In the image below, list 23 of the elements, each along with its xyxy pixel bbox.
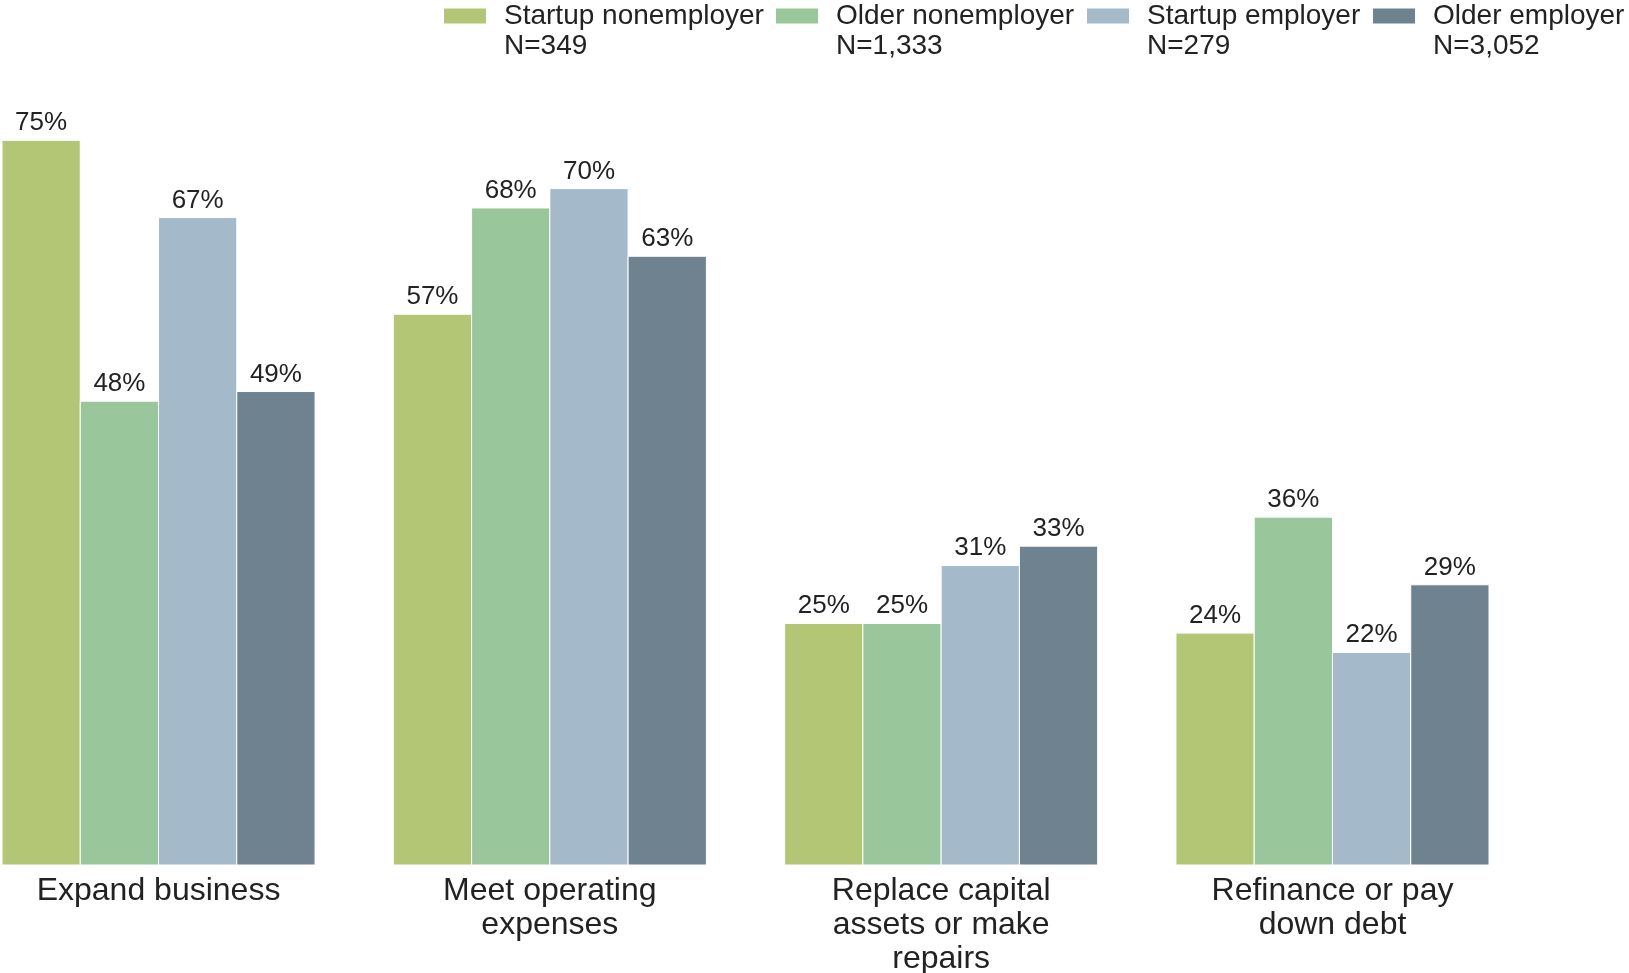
legend-label: Startup nonemployer N=349 <box>504 0 764 60</box>
x-tick-label: Meet operating expenses <box>443 870 657 941</box>
data-label: 25% <box>797 589 850 620</box>
data-label: 67% <box>171 183 224 214</box>
data-label: 31% <box>954 531 1007 562</box>
data-label: 48% <box>93 367 146 398</box>
data-label: 33% <box>1032 512 1085 543</box>
legend-label: Older employer N=3,052 <box>1433 0 1625 60</box>
data-label: 36% <box>1267 483 1320 514</box>
x-tick-label: Refinance or pay down debt <box>1211 870 1454 941</box>
data-label: 25% <box>876 589 929 620</box>
data-label: 63% <box>641 222 694 253</box>
legend-label: Startup employer N=279 <box>1147 0 1361 60</box>
legend-label: Older nonemployer N=1,333 <box>836 0 1075 60</box>
x-tick-label: Expand business <box>36 870 281 907</box>
data-label: 22% <box>1345 618 1398 649</box>
data-label: 49% <box>249 357 302 388</box>
data-label: 68% <box>484 173 537 204</box>
data-label: 24% <box>1189 599 1242 630</box>
data-label: 57% <box>406 280 459 311</box>
data-label: 70% <box>562 154 615 185</box>
data-label: 29% <box>1423 550 1476 581</box>
data-label: 75% <box>15 106 68 137</box>
